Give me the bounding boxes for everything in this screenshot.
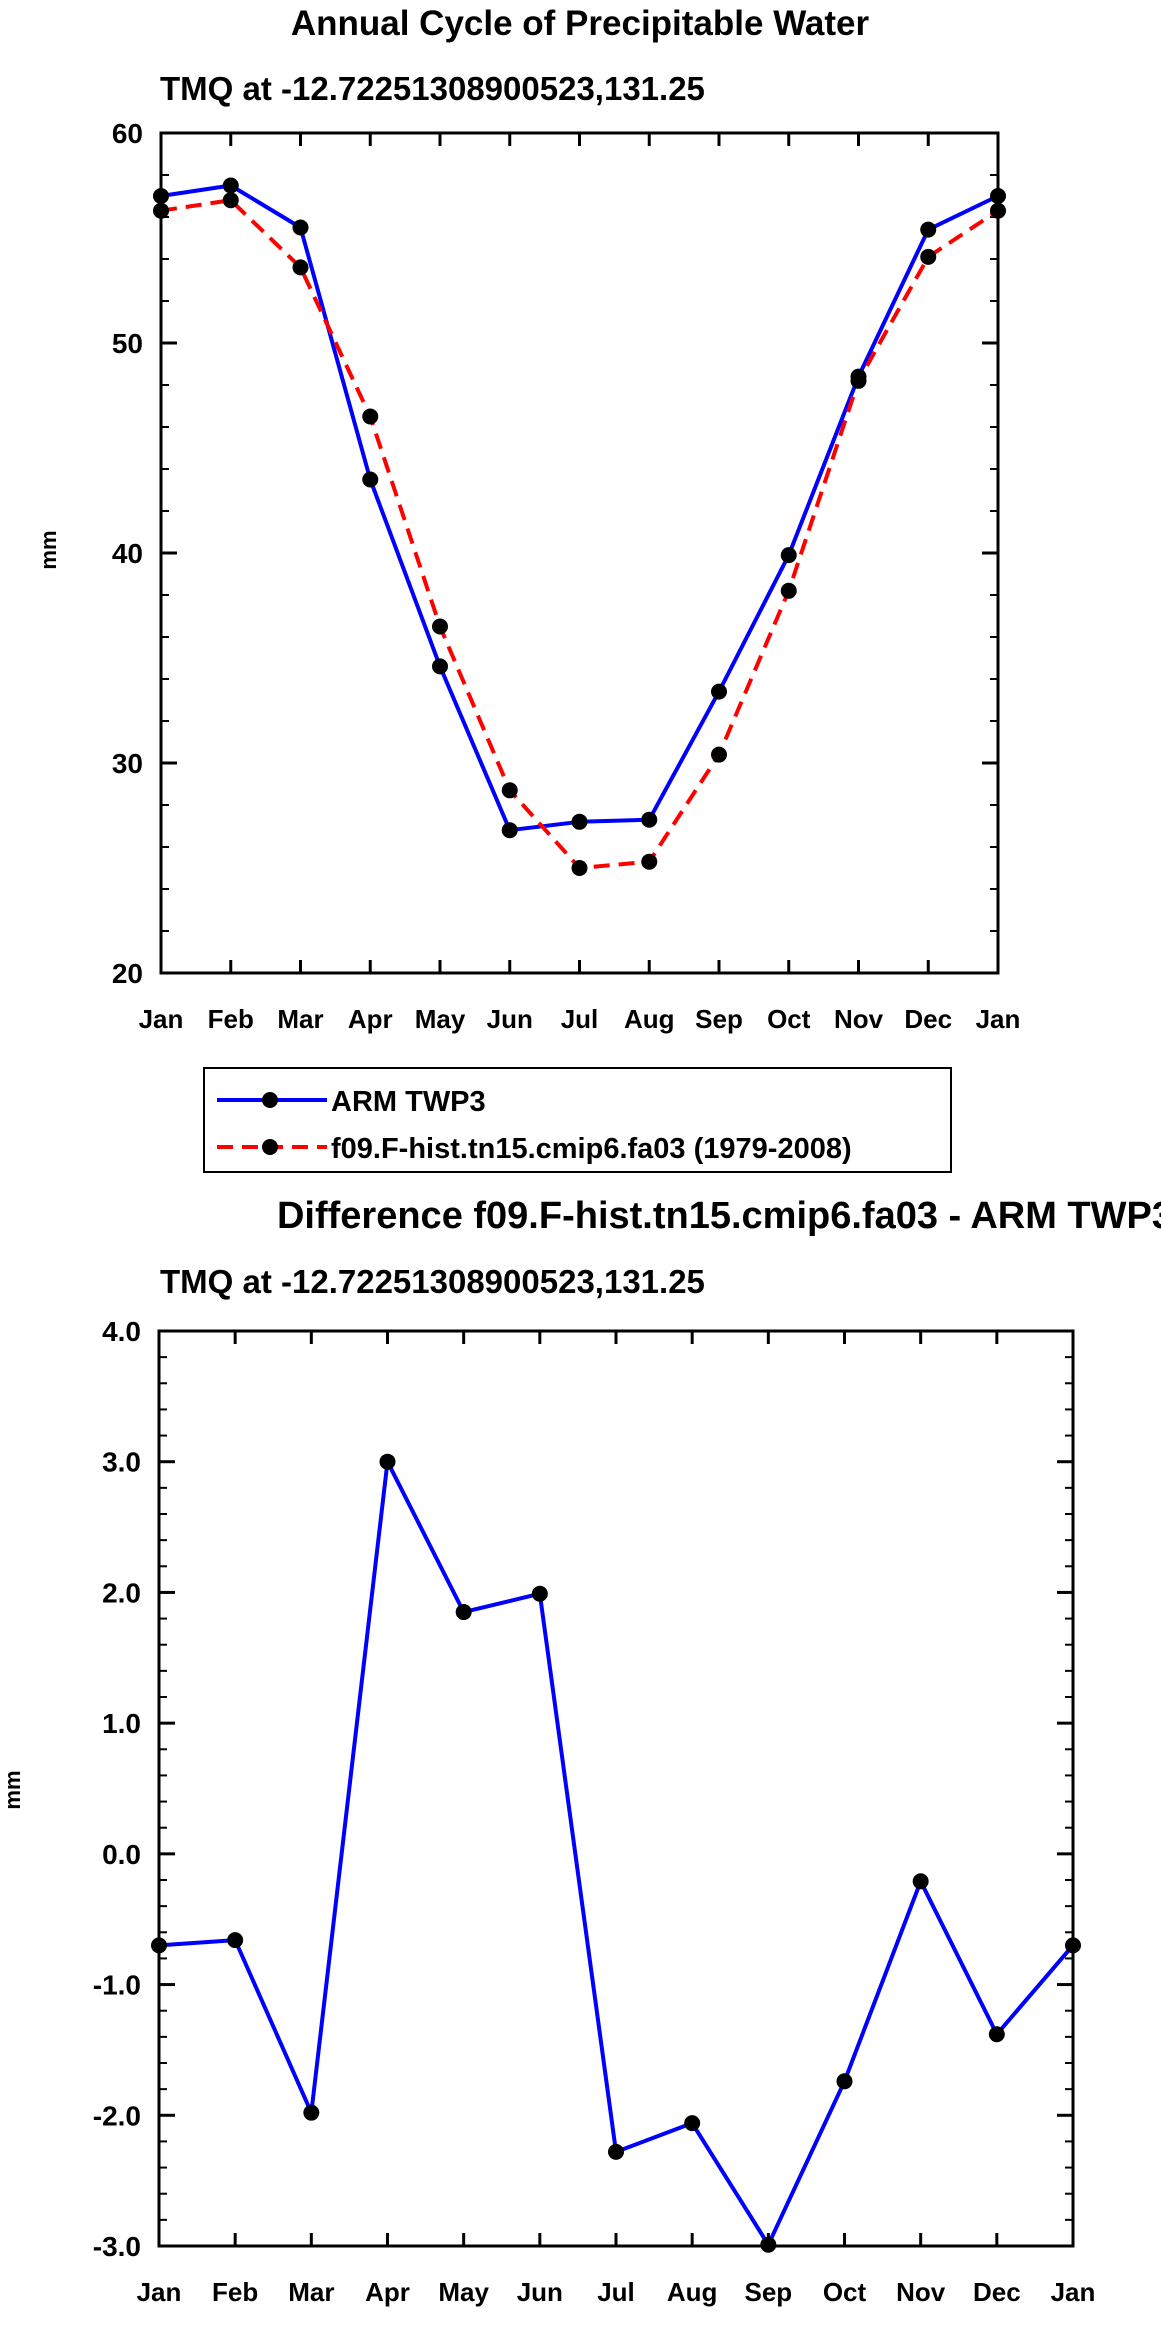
data-point-series-1 [850,372,867,389]
y-tick-label: -1.0 [93,1970,141,2001]
x-tick-label: Mar [288,2277,334,2307]
x-tick-label: Aug [667,2277,718,2307]
data-point-series-0 [455,1604,472,1621]
chart-1-ylabel: mm [36,530,61,569]
data-point-series-1 [153,202,169,219]
chart-2-subtitle: TMQ at -12.72251308900523,131.25 [160,1263,705,1300]
series-line-0 [158,1459,1075,2247]
data-point-series-1 [641,853,658,870]
legend: ARM TWP3 f09.F-hist.tn15.cmip6.fa03 (197… [203,1067,952,1173]
legend-label-model: f09.F-hist.tn15.cmip6.fa03 (1979-2008) [331,1133,852,1165]
y-tick-label: -3.0 [93,2231,141,2262]
x-tick-label: Jan [139,1004,184,1034]
y-tick-label: 30 [112,748,143,779]
y-tick-label: 60 [112,118,143,149]
data-point-series-1 [990,202,1006,219]
x-tick-label: Oct [767,1004,811,1034]
x-tick-label: Jan [1051,2277,1096,2307]
data-point-series-1 [571,860,588,876]
x-tick-label: May [438,2277,489,2307]
data-point-series-0 [1065,1937,1081,1954]
data-point-series-0 [362,471,379,488]
legend-marker-arm-twp3 [262,1092,278,1108]
x-tick-label: Apr [365,2277,410,2307]
x-tick-label: Jun [517,2277,563,2307]
data-point-series-0 [292,219,309,236]
x-tick-label: Dec [973,2277,1021,2307]
x-tick-label: Nov [834,1004,884,1034]
data-point-series-0 [920,221,937,238]
x-tick-label: Jul [561,1004,599,1034]
x-tick-label: Feb [208,1004,254,1034]
data-point-series-1 [222,192,239,209]
data-point-series-0 [571,813,588,830]
y-tick-label: 40 [112,538,143,569]
data-point-series-0 [836,2073,853,2090]
legend-box [203,1067,952,1173]
legend-label-arm-twp3: ARM TWP3 [331,1086,486,1118]
data-point-series-0 [684,2115,701,2132]
data-point-series-1 [292,259,309,276]
legend-marker-model [262,1139,278,1155]
data-point-series-0 [608,2143,624,2160]
x-tick-label: Jan [137,2277,182,2307]
data-point-series-0 [303,2104,320,2121]
x-tick-label: Sep [695,1004,743,1034]
chart-2-title: Difference f09.F-hist.tn15.cmip6.fa03 - … [277,1195,1161,1237]
series-line-1 [160,198,1000,870]
plot-frame [157,1329,1075,2248]
data-point-series-0 [153,188,169,204]
x-tick-label: May [415,1004,466,1034]
x-tick-label: Dec [904,1004,952,1034]
x-tick-label: Mar [277,1004,323,1034]
data-point-series-0 [711,683,727,700]
chart-1-plot: Jan Feb Mar Apr May Jun Jul Aug Sep Oct Nov Dec Jan 2… [112,118,1021,1034]
x-tick-label: Jan [976,1004,1021,1034]
data-point-series-0 [501,822,518,839]
data-point-series-0 [760,2236,777,2253]
data-point-series-0 [988,2026,1005,2043]
data-point-series-1 [711,746,727,763]
x-tick-label: Sep [744,2277,792,2307]
data-point-series-0 [151,1937,167,1954]
data-point-series-0 [912,1873,929,1890]
x-tick-label: Apr [348,1004,393,1034]
data-point-series-0 [222,177,239,194]
x-tick-label: Nov [896,2277,946,2307]
x-tick-label: Jun [487,1004,533,1034]
chart-1-title: Annual Cycle of Precipitable Water [291,4,870,43]
data-point-series-0 [227,1932,244,1949]
x-tick-label: Aug [624,1004,675,1034]
data-point-series-1 [501,782,518,799]
y-tick-label: 0.0 [102,1839,141,1870]
data-point-series-0 [379,1453,396,1470]
y-tick-label: 3.0 [102,1447,141,1478]
y-tick-label: -2.0 [93,2100,141,2131]
y-tick-label: 50 [112,328,143,359]
y-tick-label: 1.0 [102,1708,141,1739]
data-point-series-0 [432,658,448,675]
y-tick-label: 20 [112,958,143,989]
series-line-0 [160,183,999,833]
data-point-series-1 [780,582,797,599]
chart-1-subtitle: TMQ at -12.72251308900523,131.25 [160,70,705,107]
y-tick-label: 4.0 [102,1316,141,1347]
data-point-series-0 [990,188,1006,204]
chart-2-ylabel: mm [0,1770,25,1809]
chart-2-plot: Jan Feb Mar Apr May Jun Jul Aug Sep Oct Nov Dec Jan -… [93,1316,1096,2307]
data-point-series-1 [362,408,379,425]
data-point-series-0 [641,811,658,828]
x-tick-label: Oct [823,2277,867,2307]
data-point-series-1 [920,248,937,265]
y-tick-label: 2.0 [102,1577,141,1608]
plot-frame [159,131,1000,975]
x-tick-label: Feb [212,2277,258,2307]
data-point-series-0 [531,1585,548,1602]
x-tick-label: Jul [597,2277,635,2307]
data-point-series-1 [432,618,448,635]
data-point-series-0 [780,547,797,564]
